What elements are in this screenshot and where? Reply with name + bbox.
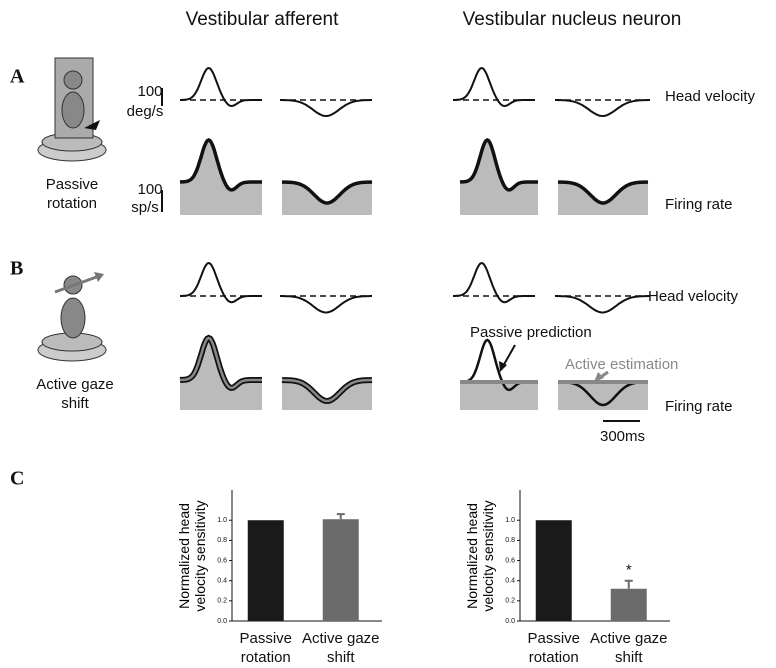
monkey-icon — [37, 57, 107, 162]
rate-trace — [281, 378, 373, 403]
y-tick-label: 0.6 — [505, 557, 515, 564]
x-tick-label: Passive rotation — [239, 630, 293, 666]
scale-unit: deg/s — [127, 103, 164, 120]
x-tick-label: Passive rotation — [527, 630, 581, 666]
head-velocity-trace — [180, 66, 262, 108]
head-velocity-trace — [280, 99, 372, 118]
scale-value: 100 — [137, 181, 162, 198]
y-axis-label: Normalized head velocity sensitivity — [176, 499, 208, 612]
scale-value: 100 — [137, 83, 162, 100]
significance-mark: * — [626, 562, 632, 579]
monkey-icon — [37, 272, 107, 362]
y-tick-label: 0.0 — [505, 618, 515, 625]
scale-bars — [161, 88, 640, 422]
error-bar — [624, 579, 633, 589]
scale-unit: 300ms — [600, 428, 645, 445]
column-title: Vestibular afferent — [186, 9, 340, 30]
row-label: Firing rate — [665, 398, 733, 415]
row-label: Firing rate — [665, 196, 733, 213]
bar — [247, 520, 284, 621]
y-tick-label: 0.4 — [505, 578, 515, 585]
row-label: Head velocity — [648, 288, 739, 305]
head-velocity-trace — [453, 66, 535, 108]
arrows — [499, 344, 609, 382]
scale-unit: sp/s — [131, 199, 159, 216]
rate-area — [282, 380, 372, 410]
head-velocity-trace — [180, 261, 262, 304]
error-bar — [336, 513, 345, 520]
rate-trace — [281, 180, 373, 205]
y-tick-label: 0.0 — [217, 618, 227, 625]
y-tick-label: 1.0 — [505, 517, 515, 524]
y-tick-label: 0.8 — [217, 537, 227, 544]
head-velocity-trace — [280, 295, 372, 314]
head-velocity-trace — [453, 261, 535, 304]
rate-trace — [557, 180, 649, 205]
y-tick-label: 0.6 — [217, 557, 227, 564]
rate-area — [282, 182, 372, 215]
annotation: Passive prediction — [470, 324, 592, 341]
rate-trace — [459, 138, 538, 192]
y-axis-label: Normalized head velocity sensitivity — [464, 499, 496, 612]
y-tick-label: 0.8 — [505, 537, 515, 544]
annotation: Active estimation — [565, 356, 678, 373]
rate-trace — [179, 336, 262, 390]
head-velocity-trace — [555, 99, 650, 118]
row-label: Head velocity — [665, 88, 756, 105]
bar — [610, 588, 647, 621]
head-velocity-trace — [555, 295, 650, 314]
rate-area — [558, 182, 648, 215]
column-title: Vestibular nucleus neuron — [463, 9, 682, 30]
x-tick-label: Active gaze shift — [589, 630, 668, 666]
rate-trace — [179, 138, 262, 192]
panel-label: C — [10, 468, 24, 490]
rate-area — [460, 382, 538, 410]
x-tick-label: Active gaze shift — [301, 630, 380, 666]
bar — [322, 519, 359, 621]
bar — [535, 520, 572, 621]
condition-label: Passive rotation — [45, 176, 99, 212]
y-tick-label: 0.2 — [505, 598, 515, 605]
panel-label: A — [10, 66, 25, 88]
y-tick-label: 1.0 — [217, 517, 227, 524]
y-tick-label: 0.4 — [217, 578, 227, 585]
panel-label: B — [10, 258, 23, 280]
y-tick-label: 0.2 — [217, 598, 227, 605]
condition-label: Active gaze shift — [36, 376, 114, 412]
